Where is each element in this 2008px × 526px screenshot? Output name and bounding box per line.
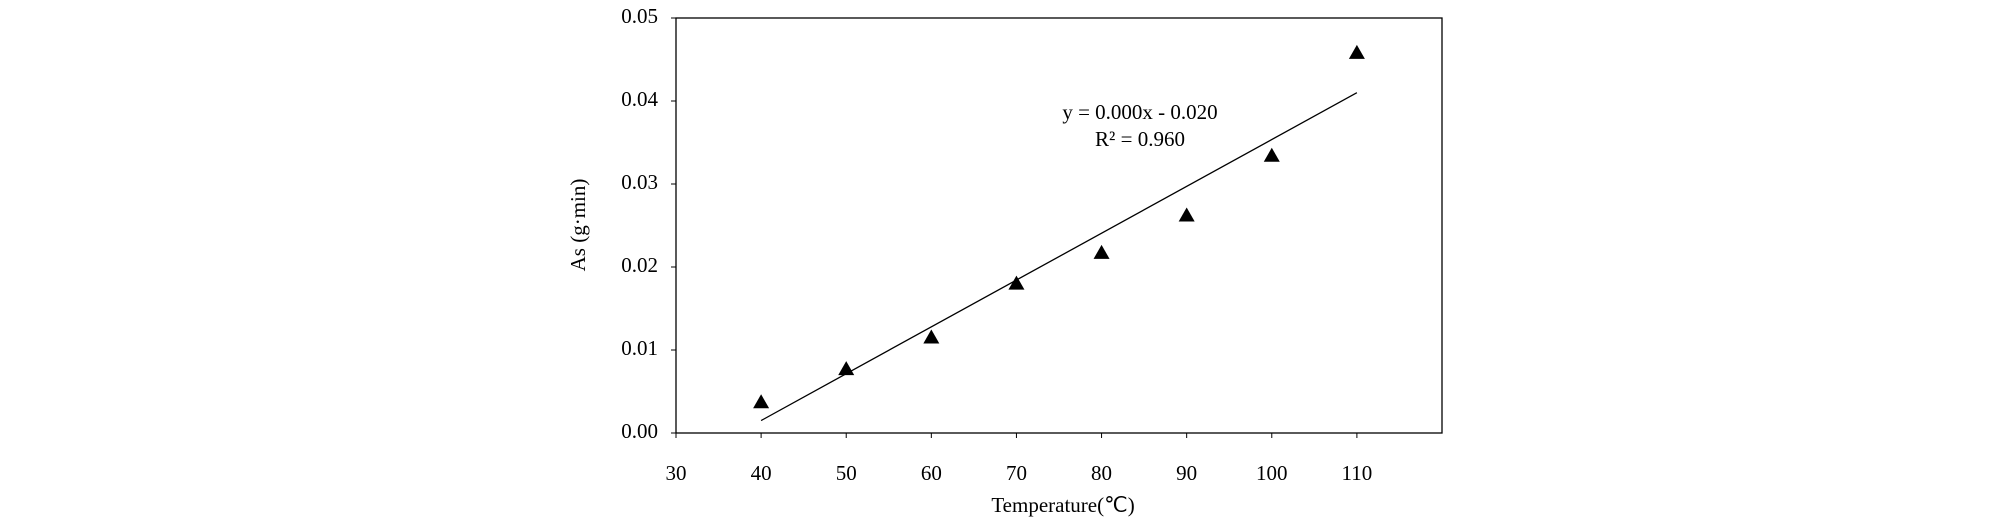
trendline: [760, 92, 1358, 422]
marker: [1348, 44, 1365, 59]
y-tick-label: 0.01: [621, 336, 658, 360]
x-tick-label: 50: [836, 461, 857, 485]
marker: [1008, 275, 1025, 290]
x-tick-label: 30: [666, 461, 687, 485]
y-axis-label: As (g·min): [566, 179, 590, 272]
marker: [1093, 244, 1110, 259]
equation: y = 0.000x - 0.020: [1062, 100, 1217, 124]
x-tick-label: 90: [1176, 461, 1197, 485]
y-tick-label: 0.05: [621, 4, 658, 28]
y-tick-label: 0.02: [621, 253, 658, 277]
x-tick-label: 110: [1342, 461, 1373, 485]
x-tick-label: 60: [921, 461, 942, 485]
y-tick-label: 0.04: [621, 87, 658, 111]
x-tick-label: 70: [1006, 461, 1027, 485]
x-axis-label: Temperature(℃): [991, 493, 1134, 517]
y-tick-label: 0.00: [621, 419, 658, 443]
r-squared: R² = 0.960: [1095, 127, 1185, 151]
plot-frame: [675, 17, 1443, 434]
x-tick-label: 80: [1091, 461, 1112, 485]
y-tick-label: 0.03: [621, 170, 658, 194]
x-tick-label: 100: [1256, 461, 1288, 485]
marker: [923, 329, 940, 344]
marker: [838, 361, 855, 376]
marker: [753, 394, 770, 409]
x-tick-label: 40: [751, 461, 772, 485]
marker: [1178, 207, 1195, 222]
marker: [1263, 147, 1280, 162]
